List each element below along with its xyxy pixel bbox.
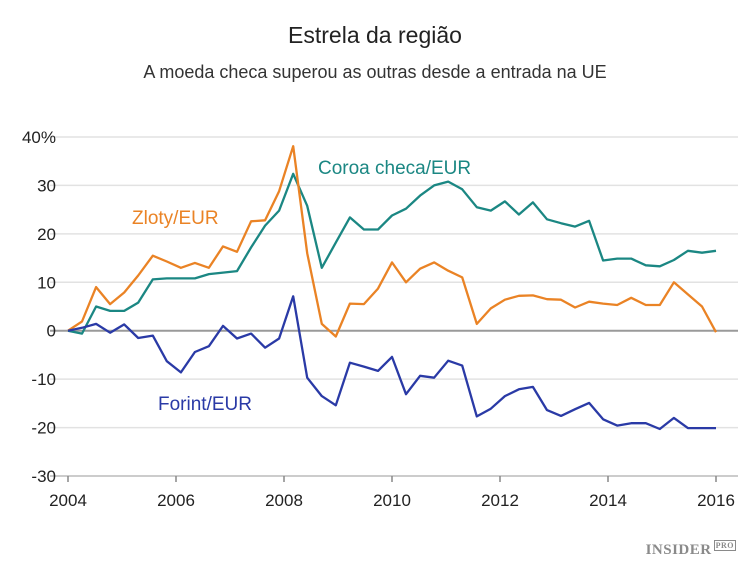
logo-suffix: PRO (713, 540, 736, 551)
series-line-0 (67, 172, 717, 335)
chart-subtitle: A moeda checa superou as outras desde a … (143, 62, 607, 82)
chart-title: Estrela da região (288, 22, 462, 48)
series-label: Zloty/EUR (132, 208, 219, 229)
y-tick-label: 20 (37, 225, 56, 244)
x-tick-label: 2014 (589, 491, 627, 510)
x-tick-label: 2010 (373, 491, 411, 510)
x-tick-label: 2004 (49, 491, 87, 510)
insider-pro-logo: INSIDER PRO (645, 540, 736, 559)
y-tick-label: 10 (37, 273, 56, 292)
series-label: Coroa checa/EUR (318, 158, 471, 179)
series-line-2 (67, 295, 716, 431)
logo-text: INSIDER (645, 542, 712, 558)
y-tick-label: -20 (31, 419, 56, 438)
series-line-1 (67, 145, 718, 338)
y-tick-label: -10 (31, 370, 56, 389)
series-label: Forint/EUR (158, 394, 252, 415)
x-tick-label: 2016 (697, 491, 735, 510)
y-tick-label: 40% (22, 128, 56, 147)
x-tick-label: 2006 (157, 491, 195, 510)
x-tick-label: 2008 (265, 491, 303, 510)
x-tick-label: 2012 (481, 491, 519, 510)
y-tick-label: 0 (47, 322, 56, 341)
y-tick-label: 30 (37, 176, 56, 195)
y-tick-label: -30 (31, 467, 56, 486)
